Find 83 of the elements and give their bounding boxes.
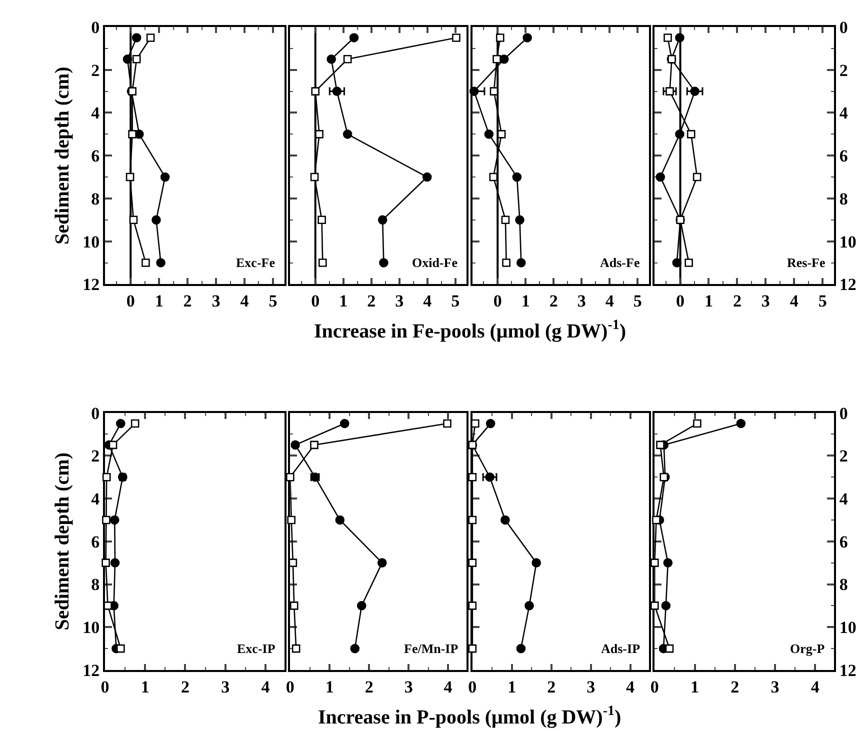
y-tick-label: 6 [91,146,100,166]
annotation: Exc-IP [237,641,276,656]
x-tick-label: 0 [286,677,294,696]
annotation: Fe/Mn-IP [404,641,458,656]
x-tick-label: 0 [126,292,135,311]
y-tick-label: 8 [91,189,100,208]
x-tick-label: 3 [404,677,413,696]
y-axis-title: Sediment depth (cm) [52,66,74,244]
x-tick-label: 1 [154,292,164,311]
y-tick-label: 2 [839,60,848,80]
y-tick-label: 6 [839,532,848,552]
x-tick-label: 5 [633,292,642,311]
x-tick-label: 2 [547,677,556,696]
annotation: Org-P [790,641,825,656]
x-tick-label: 1 [339,292,348,311]
y-tick-label: 0 [91,404,100,423]
x-tick-label: 4 [605,292,614,311]
x-tick-label: 2 [183,292,192,311]
y-tick-label: 8 [839,189,848,208]
x-tick-label: 0 [311,292,320,311]
x-tick-label: 1 [521,292,530,311]
y-tick-label: 4 [839,489,848,508]
y-tick-label: 4 [91,489,100,508]
y-tick-label: 6 [91,532,100,552]
y-tick-label: 2 [91,446,100,466]
annotation: Ads-Fe [600,255,640,270]
x-tick-label: 2 [364,677,374,696]
x-tick-label: 3 [577,292,586,311]
y-tick-label: 4 [91,104,100,123]
x-tick-label: 4 [240,292,250,311]
annotation: Oxid-Fe [412,255,458,270]
x-tick-label: 3 [761,292,770,311]
x-tick-label: 4 [810,677,820,696]
x-tick-label: 1 [690,677,700,696]
x-tick-label: 4 [626,677,636,696]
x-tick-label: 0 [650,677,659,696]
annotation: Res-Fe [787,255,826,270]
y-tick-label: 12 [839,660,856,680]
x-axis-title: Increase in P-pools (μmol (g DW)$^{-1}$) [318,704,622,728]
y-tick-label: 4 [839,104,848,123]
annotation: Exc-Fe [236,255,276,270]
y-tick-label: 0 [839,18,848,37]
x-tick-label: 5 [268,292,278,311]
y-tick-label: 0 [839,404,848,423]
x-tick-label: 0 [468,677,477,696]
x-tick-label: 3 [770,677,780,696]
x-tick-label: 5 [451,292,460,311]
x-tick-label: 1 [704,292,713,311]
annotation: Ads-IP [601,641,640,656]
x-tick-label: 5 [818,292,827,311]
x-tick-label: 2 [549,292,558,311]
y-tick-label: 10 [82,618,100,638]
y-tick-label: 10 [839,232,856,252]
x-tick-label: 3 [395,292,404,311]
x-tick-label: 2 [732,292,742,311]
x-tick-label: 0 [676,292,685,311]
x-tick-label: 4 [423,292,432,311]
x-tick-label: 2 [367,292,376,311]
x-tick-label: 2 [180,677,190,696]
x-axis-title: Increase in Fe-pools (μmol (g DW)$^{-1}$) [314,318,626,342]
y-tick-label: 8 [839,575,848,594]
y-tick-label: 12 [839,275,856,294]
x-tick-label: 1 [140,677,150,696]
y-tick-label: 6 [839,146,848,166]
x-tick-label: 1 [325,677,334,696]
x-tick-label: 2 [730,677,740,696]
x-tick-label: 4 [790,292,799,311]
y-tick-label: 10 [839,618,856,638]
y-tick-label: 12 [82,660,100,680]
y-tick-label: 2 [839,446,848,466]
x-tick-label: 1 [508,677,516,696]
x-tick-label: 4 [444,677,453,696]
x-tick-label: 3 [212,292,220,311]
y-tick-label: 8 [91,575,100,594]
x-tick-label: 4 [261,677,270,696]
y-tick-label: 12 [82,275,100,294]
y-tick-label: 0 [91,18,100,37]
x-tick-label: 0 [493,292,502,311]
y-tick-label: 10 [82,232,100,252]
y-axis-title: Sediment depth (cm) [52,452,74,630]
x-tick-label: 3 [586,677,596,696]
y-tick-label: 2 [91,60,100,80]
x-tick-label: 3 [221,677,230,696]
